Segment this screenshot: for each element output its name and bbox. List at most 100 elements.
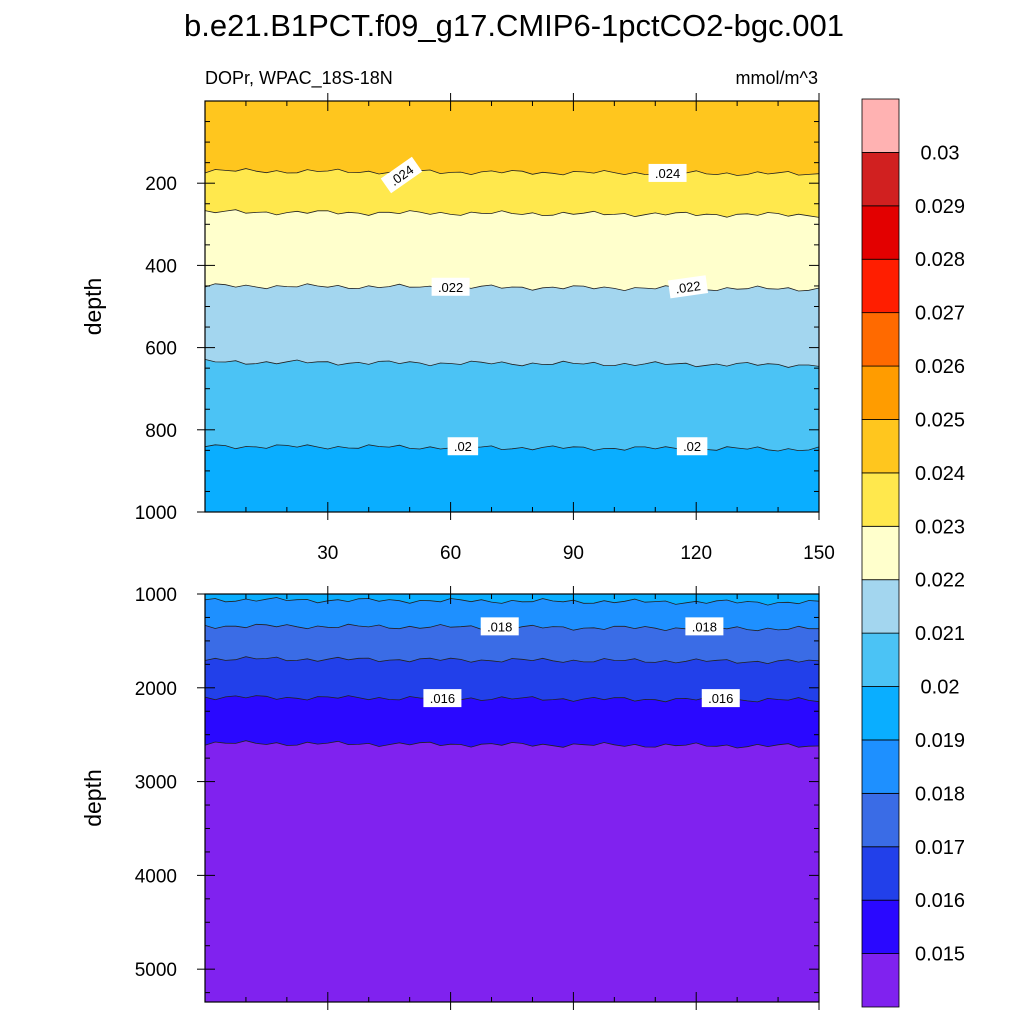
y-axis-label: depth <box>80 769 106 827</box>
contour-band <box>205 740 819 1002</box>
contour-label: .016 <box>423 689 462 708</box>
colorbar-box <box>861 739 900 794</box>
contour-line <box>204 283 820 292</box>
colorbar-box <box>861 525 900 581</box>
contour-band <box>205 209 819 291</box>
y-tick-label: 400 <box>145 256 177 277</box>
colorbar-box <box>861 899 900 954</box>
contour-label-text: .016 <box>708 691 733 706</box>
contour-label-text: .016 <box>430 691 455 706</box>
units-label: mmol/m^3 <box>736 68 818 88</box>
plot-frame <box>204 593 820 1003</box>
colorbar-label: 0.027 <box>915 303 965 325</box>
y-tick-label: 2000 <box>135 679 177 700</box>
contour-line <box>204 209 820 218</box>
upper-panel: 30 60 90 120 150 200 400 600 800 1000 depth .024 .02… <box>80 93 835 564</box>
colorbar-box <box>861 205 900 260</box>
colorbar-box <box>861 98 900 153</box>
contour-label-bg <box>380 156 423 194</box>
contour-line <box>204 444 820 452</box>
colorbar-label: 0.029 <box>915 196 965 218</box>
contour-label: .024 <box>648 163 687 182</box>
contour-label: .022 <box>667 275 709 299</box>
colorbar-box <box>861 953 900 1008</box>
colorbar-box <box>861 258 900 314</box>
colorbar-box <box>861 152 900 207</box>
x-tick-label: 30 <box>317 543 338 564</box>
variable-label: DOPr, WPAC_18S-18N <box>205 68 393 89</box>
colorbar-label: 0.03 <box>921 142 960 164</box>
contour-label-text: .02 <box>683 439 701 454</box>
chart-title: b.e21.B1PCT.f09_g17.CMIP6-1pctCO2-bgc.00… <box>184 8 844 43</box>
contour-line <box>204 359 820 368</box>
colorbar-label: 0.019 <box>915 730 965 752</box>
contour-band <box>205 359 819 451</box>
contour-label-bg <box>701 689 740 708</box>
contour-band <box>205 624 819 664</box>
colorbar-label: 0.023 <box>915 516 965 538</box>
y-axis-label: depth <box>80 278 106 336</box>
contour-label-text: .02 <box>454 439 472 454</box>
y-tick-label: 4000 <box>135 866 177 887</box>
x-tick-label: 90 <box>563 543 584 564</box>
colorbar: 0.015 0.016 0.017 0.018 0.019 0.02 0.021 0.022 0… <box>861 98 965 1008</box>
contour-line <box>204 597 820 606</box>
colorbar-label: 0.028 <box>915 249 965 271</box>
y-tick-label: 1000 <box>135 585 177 606</box>
contour-label-text: .024 <box>655 166 680 181</box>
contour-band <box>205 597 819 631</box>
colorbar-label: 0.015 <box>915 944 965 966</box>
contour-band <box>205 444 819 512</box>
contour-label-bg <box>648 163 687 182</box>
colorbar-box <box>861 472 900 527</box>
y-tick-label: 800 <box>145 421 177 442</box>
contour-label-bg <box>676 437 708 456</box>
colorbar-label: 0.021 <box>915 623 965 645</box>
colorbar-box <box>861 686 900 741</box>
x-tick-label: 150 <box>803 543 835 564</box>
x-tick-label: 120 <box>680 543 712 564</box>
colorbar-box <box>861 632 900 687</box>
colorbar-label: 0.02 <box>921 677 960 699</box>
contour-band <box>205 656 819 702</box>
contour-label-bg <box>447 437 479 456</box>
contour-label-text: .022 <box>675 278 702 296</box>
contour-band <box>205 101 819 176</box>
colorbar-label: 0.017 <box>915 837 965 859</box>
contour-label-bg <box>423 689 462 708</box>
colorbar-box <box>861 792 900 848</box>
contour-label-text: .018 <box>692 619 717 634</box>
y-tick-label: 200 <box>145 174 177 195</box>
contour-line <box>204 168 820 176</box>
contour-band <box>205 283 819 368</box>
contour-label-bg <box>685 617 724 636</box>
colorbar-label: 0.025 <box>915 409 965 431</box>
contour-label: .02 <box>676 437 708 456</box>
y-tick-label: 600 <box>145 339 177 360</box>
contour-line <box>204 656 820 665</box>
colorbar-label: 0.022 <box>915 570 965 592</box>
colorbar-box <box>861 365 900 420</box>
colorbar-box <box>861 312 900 367</box>
contour-label: .022 <box>431 277 470 296</box>
y-tick-label: 1000 <box>135 503 177 524</box>
colorbar-label: 0.026 <box>915 356 965 378</box>
contour-label-text: .018 <box>487 619 512 634</box>
colorbar-label: 0.018 <box>915 783 965 805</box>
y-tick-label: 5000 <box>135 960 177 981</box>
contour-label: .018 <box>480 617 519 636</box>
colorbar-box <box>861 846 900 901</box>
lower-panel: 1000 2000 3000 4000 5000 depth .018 .018 .016 .01… <box>80 585 820 1010</box>
x-tick-label: 60 <box>440 543 461 564</box>
contour-label-bg <box>667 275 709 299</box>
contour-line <box>204 740 820 749</box>
colorbar-label: 0.024 <box>915 463 965 485</box>
contour-label-bg <box>480 617 519 636</box>
contour-label: .02 <box>447 437 479 456</box>
contour-label-text: .022 <box>438 280 463 295</box>
contour-band <box>205 594 819 606</box>
contour-label-bg <box>431 277 470 296</box>
contour-label: .016 <box>701 689 740 708</box>
colorbar-label: 0.016 <box>915 890 965 912</box>
